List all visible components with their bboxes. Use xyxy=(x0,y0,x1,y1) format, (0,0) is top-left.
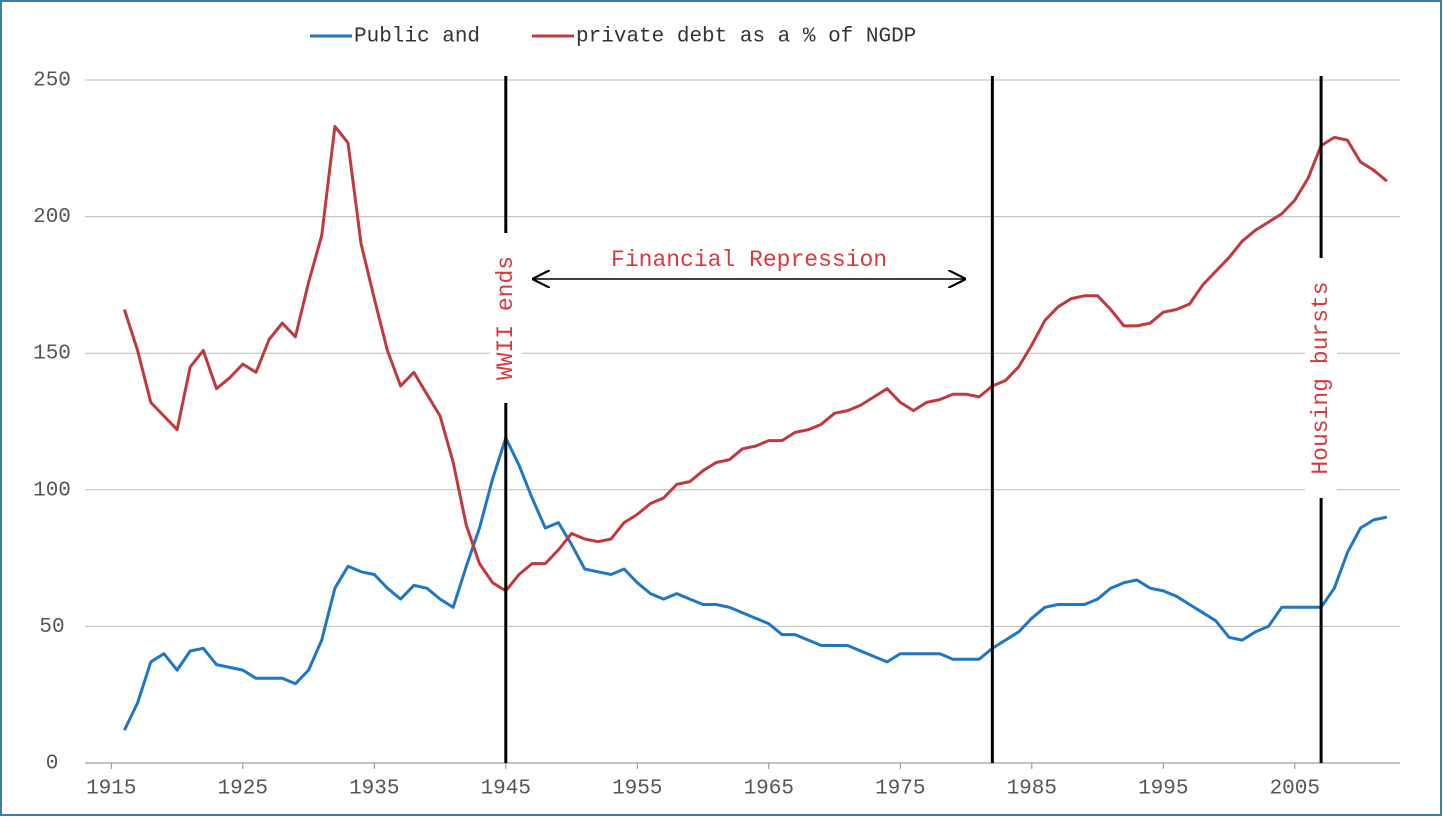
y-tick-label: 0 xyxy=(46,753,59,776)
annotation: Financial Repression xyxy=(611,247,887,273)
x-tick-label: 1995 xyxy=(1138,778,1188,801)
x-tick-label: 1925 xyxy=(218,778,268,801)
y-tick-label: 150 xyxy=(33,343,71,366)
x-tick-label: 1975 xyxy=(875,778,925,801)
annotation: WWII ends xyxy=(493,256,519,380)
x-tick-label: 1985 xyxy=(1007,778,1057,801)
y-tick-label: 250 xyxy=(33,70,71,93)
x-tick-label: 1955 xyxy=(612,778,662,801)
line-series xyxy=(123,436,1388,731)
legend-label: Public and xyxy=(354,26,480,49)
y-tick-label: 50 xyxy=(39,616,64,639)
annotation: Housing bursts xyxy=(1308,281,1334,474)
line-series xyxy=(122,124,1388,593)
x-tick-label: 1935 xyxy=(349,778,399,801)
x-tick-label: 1945 xyxy=(481,778,531,801)
x-tick-label: 1965 xyxy=(744,778,794,801)
y-tick-label: 200 xyxy=(33,206,71,229)
legend-label: private debt as a % of NGDP xyxy=(576,26,916,49)
x-tick-label: 2005 xyxy=(1270,778,1320,801)
x-tick-label: 1915 xyxy=(86,778,136,801)
y-tick-label: 100 xyxy=(33,479,71,502)
label-backing xyxy=(489,233,522,403)
label-backing xyxy=(1305,258,1338,498)
